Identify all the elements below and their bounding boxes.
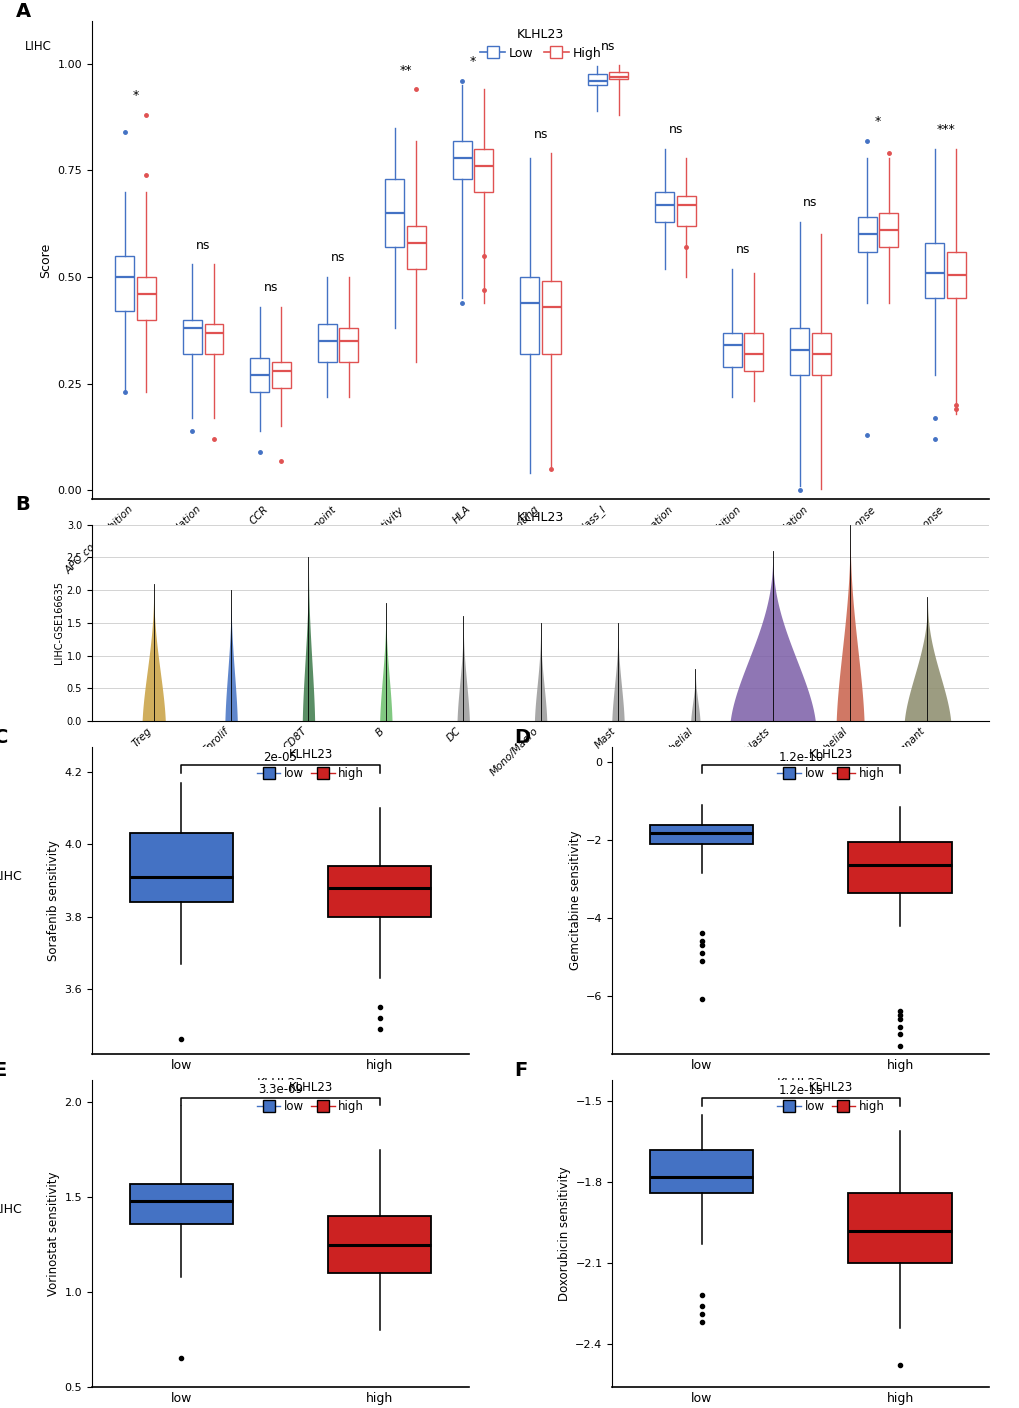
Bar (520, 277, 539, 353)
Text: *: * (874, 115, 880, 128)
Bar (541, 282, 560, 353)
Bar (924, 244, 944, 298)
Text: ns: ns (667, 124, 682, 137)
Text: 3.3e-09: 3.3e-09 (258, 1083, 303, 1095)
Bar (452, 141, 472, 179)
Bar (848, 842, 951, 893)
Y-axis label: Vorinostat sensitivity: Vorinostat sensitivity (47, 1171, 60, 1295)
Bar (328, 1217, 431, 1273)
Legend: Low, High: Low, High (475, 23, 605, 65)
Y-axis label: Score: Score (39, 242, 52, 277)
Legend: low, high: low, high (252, 1076, 369, 1118)
Bar (474, 149, 493, 191)
Text: A: A (15, 1, 31, 21)
Bar (587, 75, 606, 84)
Text: LIHC: LIHC (24, 41, 51, 54)
Bar (318, 324, 336, 362)
Title: KLHL23: KLHL23 (517, 511, 564, 524)
X-axis label: KLHL23: KLHL23 (776, 1077, 823, 1090)
Bar (744, 332, 762, 370)
Bar (204, 324, 223, 353)
Bar (878, 213, 898, 248)
Y-axis label: Gemcitabine sensitivity: Gemcitabine sensitivity (569, 831, 581, 970)
Y-axis label: LIHC-GSE166635: LIHC-GSE166635 (54, 582, 64, 665)
Bar (848, 1193, 951, 1263)
Text: ns: ns (330, 251, 345, 265)
Text: E: E (0, 1062, 7, 1080)
Legend: low, high: low, high (771, 743, 889, 784)
Bar (722, 332, 741, 366)
Y-axis label: Doxorubicin sensitivity: Doxorubicin sensitivity (557, 1166, 571, 1301)
Bar (407, 225, 426, 269)
Text: ns: ns (263, 282, 277, 294)
Text: ns: ns (533, 128, 547, 141)
Text: ns: ns (196, 238, 210, 252)
Bar (857, 217, 876, 252)
Legend: low, high: low, high (771, 1076, 889, 1118)
Bar (608, 72, 628, 79)
Text: ***: *** (935, 124, 954, 137)
Bar (790, 328, 808, 375)
Bar (328, 866, 431, 917)
Bar (272, 362, 290, 389)
Bar (339, 328, 358, 362)
Bar (649, 825, 752, 843)
Text: F: F (514, 1062, 527, 1080)
Text: 2e-05: 2e-05 (263, 750, 297, 763)
Text: ns: ns (600, 39, 614, 52)
Text: C: C (0, 728, 8, 748)
Bar (115, 256, 135, 311)
Text: ns: ns (803, 196, 817, 208)
Text: *: * (132, 89, 139, 103)
Text: LIHC: LIHC (0, 1202, 22, 1215)
Text: ns: ns (735, 242, 750, 256)
Bar (250, 358, 269, 393)
Bar (129, 834, 232, 903)
Bar (129, 1184, 232, 1224)
Y-axis label: Sorafenib sensitivity: Sorafenib sensitivity (47, 841, 60, 960)
Bar (137, 277, 156, 320)
X-axis label: KLHL23: KLHL23 (257, 1077, 304, 1090)
Bar (182, 320, 202, 353)
Bar (649, 1150, 752, 1193)
Bar (654, 191, 674, 221)
Bar (385, 179, 404, 248)
Text: 1.2e-10: 1.2e-10 (777, 750, 822, 763)
Text: 1.2e-15: 1.2e-15 (777, 1084, 822, 1097)
Text: **: ** (399, 63, 412, 76)
Legend: low, high: low, high (252, 743, 369, 784)
Text: LIHC: LIHC (0, 870, 22, 883)
Bar (811, 332, 830, 375)
Bar (677, 196, 695, 225)
Text: D: D (514, 728, 530, 748)
Bar (946, 252, 965, 298)
Text: B: B (15, 496, 31, 514)
Text: *: * (470, 55, 476, 68)
